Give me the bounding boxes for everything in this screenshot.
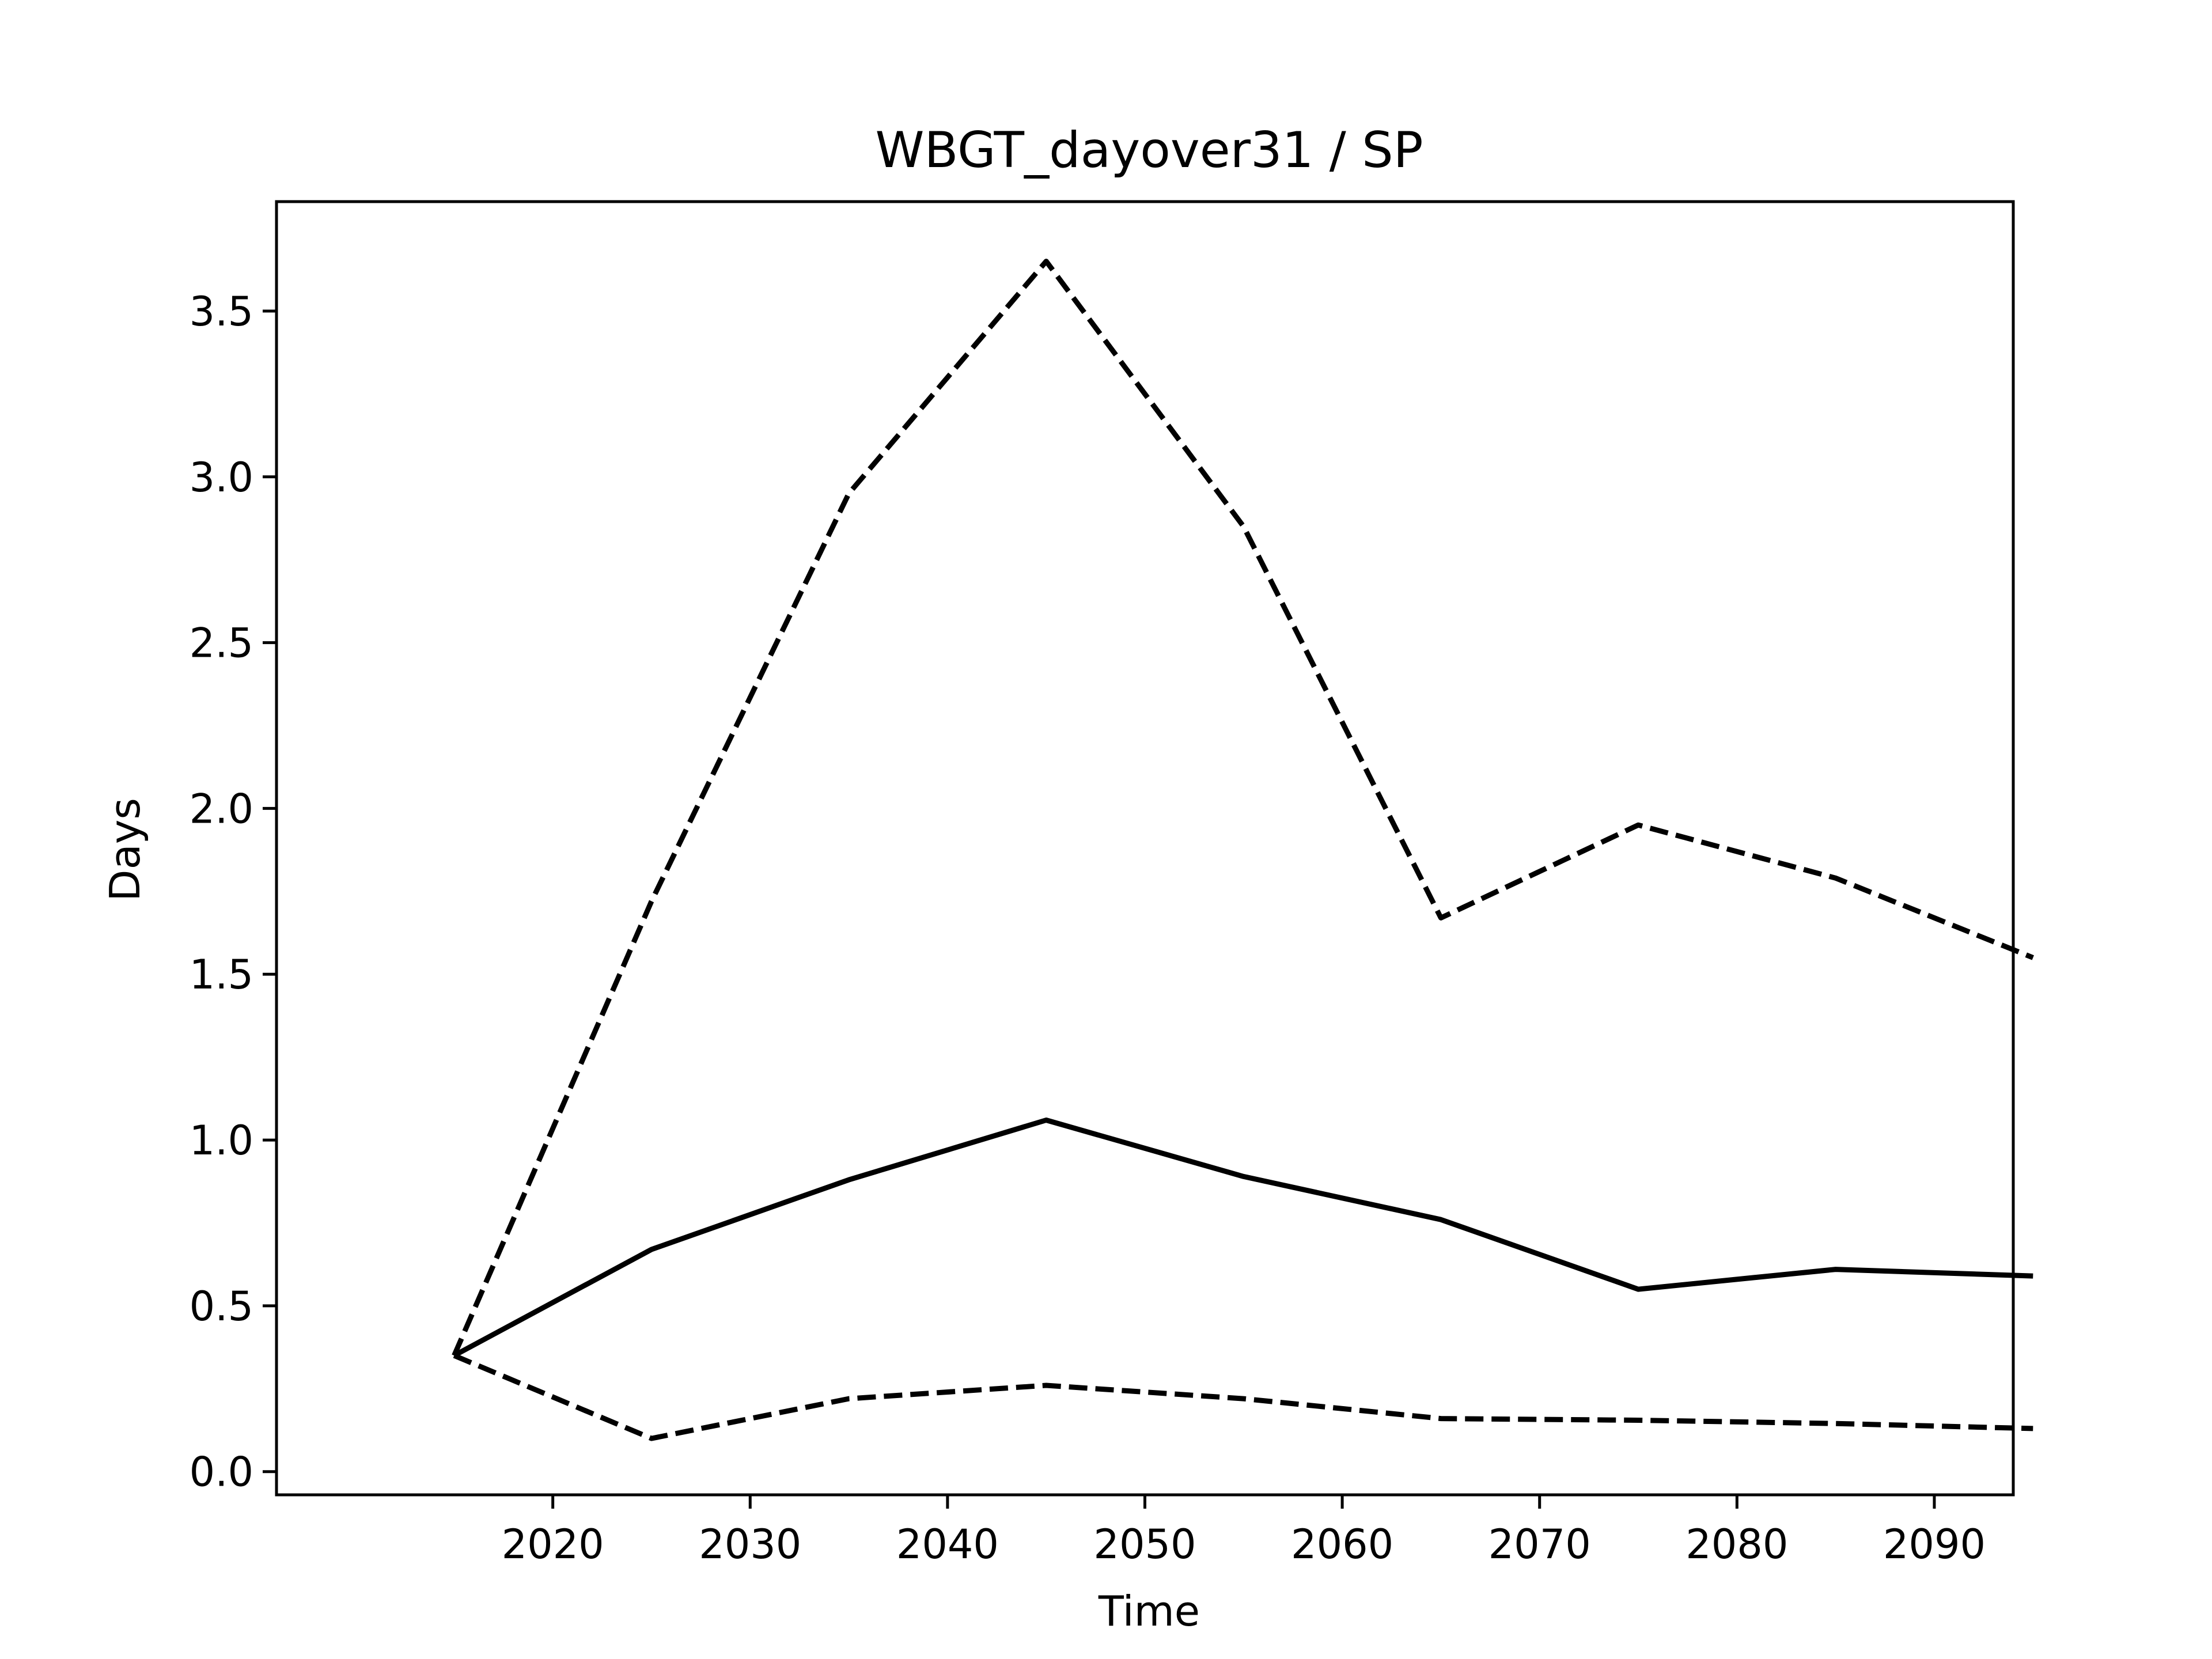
series-layer <box>452 259 2034 1441</box>
x-axis-title: Time <box>1098 1587 1200 1635</box>
x-axis: 2020 2030 2040 2050 2060 2070 2080 2090 <box>502 1495 1986 1568</box>
y-tick-label: 0.0 <box>190 1449 253 1496</box>
x-tick-label: 2050 <box>1093 1521 1196 1568</box>
y-tick-label: 0.5 <box>190 1283 253 1330</box>
y-tick-label: 2.5 <box>190 620 253 667</box>
x-tick-label: 2020 <box>502 1521 604 1568</box>
y-tick-label: 3.0 <box>190 454 253 501</box>
x-tick-label: 2040 <box>896 1521 999 1568</box>
x-tick-label: 2090 <box>1883 1521 1986 1568</box>
series-line-3 <box>453 1353 2033 1441</box>
x-tick-label: 2070 <box>1488 1521 1591 1568</box>
y-tick-label: 2.0 <box>190 785 253 832</box>
y-tick-label: 1.0 <box>190 1117 253 1164</box>
plot-frame <box>275 200 2015 1497</box>
x-tick-label: 2030 <box>699 1521 801 1568</box>
chart-title: WBGT_dayover31 / SP <box>875 122 1423 179</box>
series-line-2 <box>452 259 2034 1357</box>
y-axis: 0.0 0.5 1.0 1.5 2.0 2.5 3.0 3.5 <box>190 288 276 1496</box>
x-tick-label: 2080 <box>1685 1521 1788 1568</box>
y-axis-title: Days <box>101 798 149 902</box>
x-tick-label: 2060 <box>1291 1521 1393 1568</box>
y-tick-label: 3.5 <box>190 288 253 335</box>
series-line-1 <box>453 1118 2033 1358</box>
y-tick-label: 1.5 <box>190 951 253 998</box>
